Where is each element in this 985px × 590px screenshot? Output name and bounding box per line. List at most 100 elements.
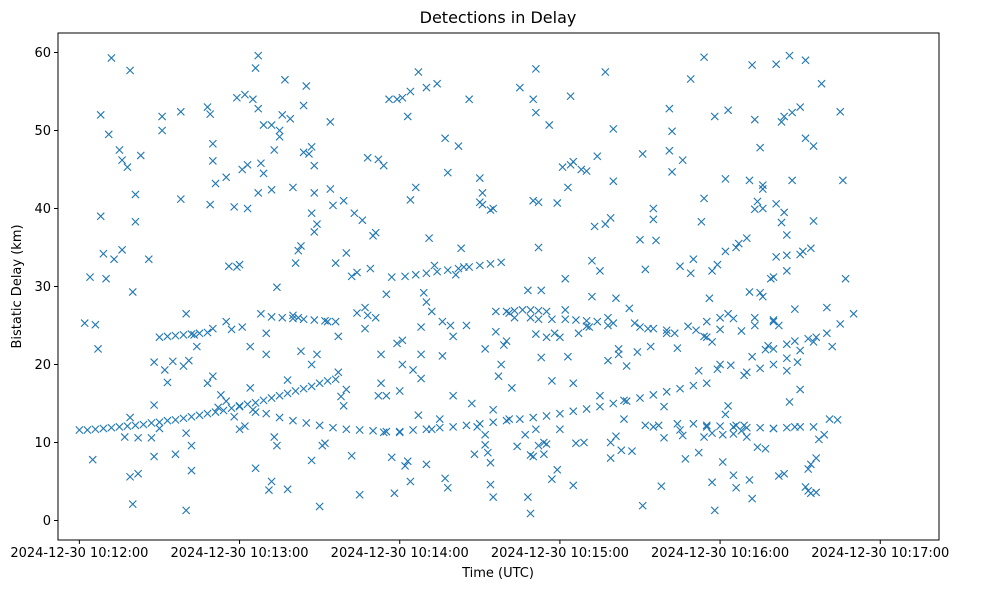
detection-point	[614, 350, 623, 359]
detection-point	[222, 397, 231, 406]
detection-point	[793, 358, 802, 367]
detection-point	[259, 396, 268, 405]
detection-point	[91, 425, 100, 434]
detection-point	[721, 247, 730, 256]
detection-point	[774, 321, 783, 330]
detection-point	[769, 317, 778, 326]
detection-point	[782, 366, 791, 375]
detection-point	[299, 384, 308, 393]
detection-point	[662, 387, 671, 396]
detection-point	[208, 139, 217, 148]
detection-point	[409, 365, 418, 374]
detection-point	[312, 220, 321, 229]
detection-point	[782, 251, 791, 260]
detection-point	[748, 494, 757, 503]
detection-point	[398, 93, 407, 102]
detection-point	[419, 288, 428, 297]
detection-point	[371, 228, 380, 237]
detection-point	[673, 419, 682, 428]
detection-point	[788, 108, 797, 117]
detection-point	[587, 256, 596, 265]
detection-point	[700, 53, 709, 62]
detection-point	[371, 313, 380, 322]
detection-point	[542, 333, 551, 342]
detection-point	[291, 387, 300, 396]
detection-point	[294, 246, 303, 255]
detection-point	[726, 361, 735, 370]
detection-point	[761, 345, 770, 354]
detection-point	[310, 227, 319, 236]
detection-point	[395, 387, 404, 396]
detection-point	[809, 337, 818, 346]
detection-point	[254, 104, 263, 113]
detection-point	[355, 490, 364, 499]
detection-point	[187, 412, 196, 421]
detection-point	[353, 268, 361, 277]
detection-point	[449, 422, 458, 431]
detection-point	[425, 234, 434, 243]
detection-point	[745, 287, 754, 296]
detection-point	[457, 244, 466, 253]
detection-point	[641, 265, 650, 274]
detection-point	[497, 258, 506, 267]
detection-point	[782, 423, 791, 432]
detection-point	[353, 309, 361, 318]
detection-point	[251, 64, 260, 73]
detection-point	[529, 413, 538, 422]
detection-point	[758, 181, 767, 190]
detection-point	[80, 319, 89, 328]
detection-point	[323, 317, 332, 326]
x-axis: 2024-12-30 10:12:00 2024-12-30 10:13:00 20…	[10, 540, 949, 561]
detection-point	[155, 333, 164, 342]
detection-point	[251, 408, 260, 417]
detection-point	[609, 177, 618, 186]
detection-point	[694, 366, 703, 375]
detection-point	[777, 117, 786, 126]
detection-point	[561, 315, 570, 324]
detection-point	[545, 121, 554, 130]
detection-point	[99, 424, 108, 433]
detection-point	[619, 415, 628, 424]
detection-point	[299, 148, 308, 157]
detection-point	[339, 401, 348, 410]
detection-point	[115, 422, 124, 431]
detection-point	[123, 422, 132, 431]
detection-point	[681, 454, 690, 463]
detection-point	[627, 447, 636, 456]
detection-point	[377, 379, 386, 388]
detection-point	[849, 309, 858, 318]
detection-point	[555, 333, 564, 342]
detection-point	[478, 188, 487, 197]
detection-point	[582, 404, 591, 413]
detection-point	[203, 409, 212, 418]
detection-point	[307, 209, 316, 218]
detection-point	[710, 112, 719, 121]
detection-point	[796, 385, 805, 394]
detection-point	[603, 356, 612, 365]
detection-point	[411, 270, 420, 279]
detection-point	[531, 330, 540, 339]
detection-point	[211, 408, 220, 417]
detection-point	[382, 427, 391, 436]
detection-point	[230, 412, 239, 421]
detection-point	[622, 362, 631, 371]
detection-point	[772, 199, 781, 208]
detection-point	[395, 428, 404, 437]
detection-point	[569, 407, 578, 416]
detection-point	[758, 204, 767, 213]
detection-point	[790, 422, 799, 431]
detection-point	[785, 397, 794, 406]
detection-point	[507, 383, 516, 392]
detection-point	[422, 269, 431, 278]
detection-point	[307, 142, 316, 151]
detection-point	[299, 315, 308, 324]
detection-point	[278, 110, 287, 119]
detection-point	[342, 425, 351, 434]
detection-point	[248, 95, 257, 104]
detection-point	[713, 365, 722, 374]
detection-point	[267, 185, 276, 194]
detection-point	[387, 273, 396, 282]
detection-point	[203, 379, 212, 388]
detection-point	[328, 423, 337, 432]
detection-point	[176, 107, 185, 116]
